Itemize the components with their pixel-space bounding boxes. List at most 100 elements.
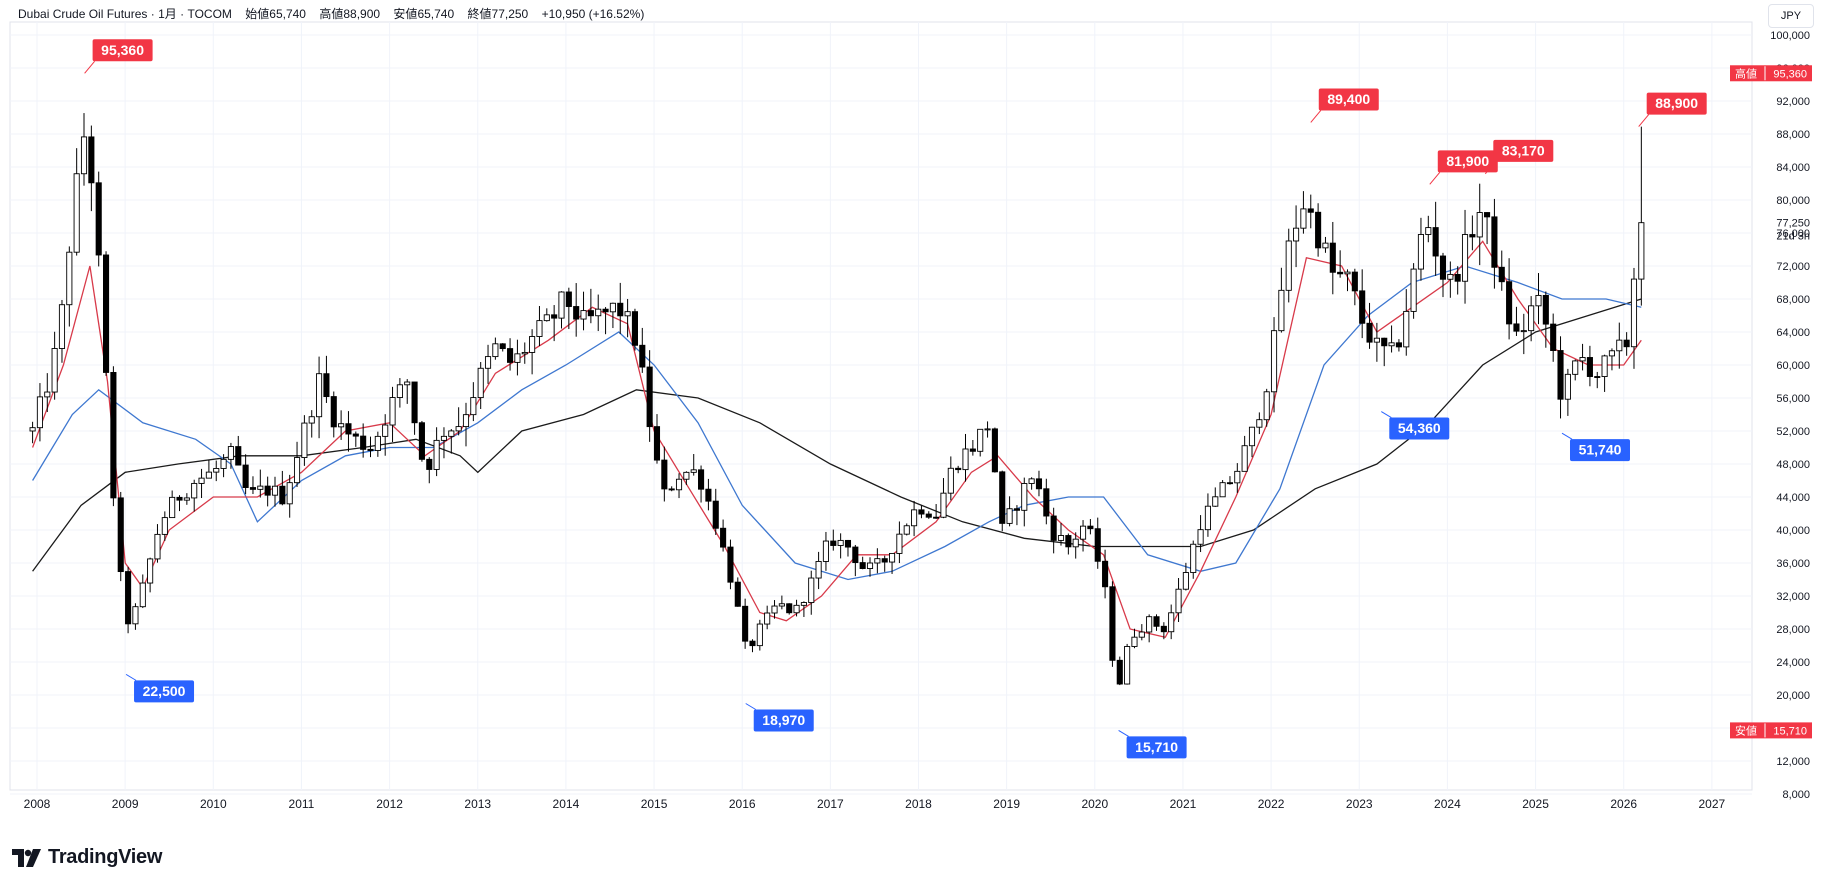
candle-body <box>756 623 763 647</box>
candle-body <box>1359 290 1366 324</box>
candle-body <box>1219 482 1226 498</box>
candle-body <box>874 558 881 564</box>
candle-body <box>66 251 73 306</box>
candle-body <box>462 414 470 428</box>
high-value: 88,900 <box>343 7 381 21</box>
candle-body <box>800 602 807 606</box>
candle-body <box>1388 342 1395 347</box>
candle-body <box>1197 529 1204 545</box>
candle-body <box>690 469 697 473</box>
candle-body <box>683 471 690 480</box>
candle-body <box>44 391 51 398</box>
candle-body <box>1109 586 1116 661</box>
callout-leader <box>1381 411 1392 418</box>
plot-area <box>9 21 1753 791</box>
candle-body <box>1638 222 1645 280</box>
x-tick-label: 2023 <box>1346 797 1373 811</box>
y-tick-label: 56,000 <box>1776 393 1810 405</box>
candle-body <box>933 516 940 519</box>
candle-body <box>330 396 337 428</box>
y-tick-label: 24,000 <box>1776 657 1810 669</box>
x-tick-label: 2011 <box>289 797 315 811</box>
x-axis[interactable]: 2008 2009 2010 2011 2012 2013 2014 2015 2016 2017… <box>24 797 1726 811</box>
y-tick-label: 52,000 <box>1776 426 1810 438</box>
candle-body <box>1087 525 1094 530</box>
candle-body <box>1293 227 1300 242</box>
candle-body <box>778 603 785 607</box>
candle-body <box>448 430 455 437</box>
candle-body <box>1572 360 1579 375</box>
candle-body <box>36 396 43 429</box>
candle-body <box>213 467 220 473</box>
candle-body <box>1160 625 1167 633</box>
callout-label: 89,400 <box>1327 91 1370 107</box>
interval-label[interactable]: 1月 <box>158 7 177 21</box>
candle-body <box>698 469 705 490</box>
candle-body <box>1329 242 1336 273</box>
change-value: +10,950 (+16.52%) <box>541 7 645 21</box>
candle-body <box>1337 271 1344 275</box>
candle-body <box>925 513 932 518</box>
callout-label: 88,900 <box>1655 95 1698 111</box>
close-label: 終値 <box>467 7 492 21</box>
callouts: 95,360 22,500 18,970 15,710 89,400 54,360 81,9… <box>84 39 1707 759</box>
candle-body <box>1043 488 1050 517</box>
candle-body <box>389 397 396 426</box>
candle-body <box>139 582 146 608</box>
y-tick-label: 8,000 <box>1782 789 1810 801</box>
candle-body <box>808 577 815 603</box>
candle-body <box>1395 342 1402 348</box>
candle-body <box>1506 281 1513 325</box>
callout-label: 54,360 <box>1398 420 1441 436</box>
symbol-name[interactable]: Dubai Crude Oil Futures <box>18 7 148 21</box>
x-tick-label: 2024 <box>1434 797 1461 811</box>
candle-body <box>1469 234 1476 238</box>
candle-body <box>977 428 984 452</box>
ma-short <box>31 240 1642 639</box>
candle-body <box>1498 266 1505 283</box>
candle-body <box>426 458 433 470</box>
candle-body <box>742 605 749 642</box>
candle-body <box>631 311 639 346</box>
candle-body <box>587 310 594 317</box>
candle-body <box>338 423 345 428</box>
grid <box>9 21 1753 795</box>
x-tick-label: 2021 <box>1170 797 1197 811</box>
candle-body <box>1248 426 1256 447</box>
candle-body <box>1586 357 1593 377</box>
ma-long-line <box>32 298 1642 572</box>
currency-button[interactable]: JPY <box>1768 4 1814 28</box>
callout-box-high <box>1437 150 1498 173</box>
y-axis[interactable]: 100,00096,00092,00088,00084,00080,00076,… <box>1770 30 1810 801</box>
candle-body <box>1417 234 1425 270</box>
candle-body <box>205 471 212 479</box>
x-tick-label: 2015 <box>641 797 668 811</box>
candle-body <box>1550 323 1557 351</box>
candle-body <box>1241 445 1248 472</box>
candle-body <box>1557 350 1564 400</box>
x-tick-label: 2012 <box>376 797 403 811</box>
candle-body <box>852 546 859 564</box>
candle-body <box>323 373 330 398</box>
candles <box>29 113 1645 686</box>
candle-body <box>536 320 543 337</box>
candle-body <box>411 381 418 424</box>
candle-body <box>1601 355 1608 378</box>
candle-body <box>110 372 117 499</box>
candle-body <box>1124 646 1131 685</box>
callout-box-high <box>1493 139 1554 162</box>
exchange-label: TOCOM <box>187 7 232 21</box>
candle-body <box>955 467 962 471</box>
candle-body <box>345 423 352 435</box>
candle-body <box>668 488 675 491</box>
x-tick-label: 2013 <box>464 797 491 811</box>
candle-body <box>1542 294 1549 325</box>
candle-body <box>293 457 301 484</box>
tradingview-logo[interactable]: TradingView <box>12 846 162 869</box>
candle-body <box>1057 535 1065 541</box>
candle-body <box>492 343 499 358</box>
candle-body <box>918 509 925 515</box>
candle-body <box>1065 535 1072 548</box>
candle-body <box>653 426 661 461</box>
